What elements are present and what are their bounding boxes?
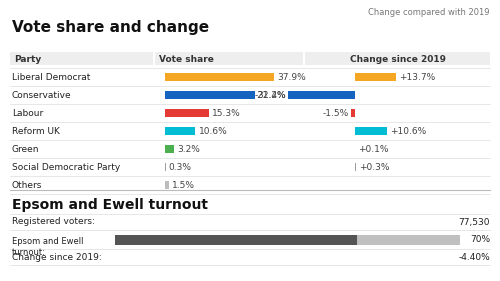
Text: Liberal Democrat: Liberal Democrat: [12, 72, 90, 81]
Text: -1.5%: -1.5%: [322, 108, 348, 117]
FancyBboxPatch shape: [155, 52, 303, 65]
Text: Reform UK: Reform UK: [12, 126, 60, 135]
FancyBboxPatch shape: [305, 52, 490, 65]
Text: 3.2%: 3.2%: [177, 144, 200, 153]
FancyBboxPatch shape: [165, 145, 174, 153]
Text: 10.6%: 10.6%: [198, 126, 227, 135]
Text: Green: Green: [12, 144, 40, 153]
Text: Epsom and Ewell turnout: Epsom and Ewell turnout: [12, 198, 208, 212]
FancyBboxPatch shape: [115, 235, 460, 245]
Text: Change since 2019: Change since 2019: [350, 55, 446, 64]
Text: Epsom and Ewell
turnout:: Epsom and Ewell turnout:: [12, 237, 84, 257]
FancyBboxPatch shape: [355, 127, 387, 135]
Text: 1.5%: 1.5%: [172, 180, 196, 189]
Text: 70%: 70%: [470, 235, 490, 244]
Text: Conservative: Conservative: [12, 90, 72, 99]
Text: Vote share: Vote share: [159, 55, 214, 64]
FancyBboxPatch shape: [165, 109, 209, 117]
Text: 15.3%: 15.3%: [212, 108, 240, 117]
FancyBboxPatch shape: [288, 91, 355, 99]
FancyBboxPatch shape: [350, 109, 355, 117]
Text: Social Democratic Party: Social Democratic Party: [12, 162, 120, 171]
Text: Labour: Labour: [12, 108, 44, 117]
FancyBboxPatch shape: [165, 181, 170, 189]
Text: Change since 2019:: Change since 2019:: [12, 253, 102, 262]
FancyBboxPatch shape: [115, 235, 356, 245]
FancyBboxPatch shape: [165, 163, 166, 171]
Text: +0.3%: +0.3%: [359, 162, 390, 171]
Text: Registered voters:: Registered voters:: [12, 217, 95, 226]
Text: +13.7%: +13.7%: [399, 72, 436, 81]
Text: -22.4%: -22.4%: [254, 90, 286, 99]
Text: -4.40%: -4.40%: [458, 253, 490, 262]
Text: 37.9%: 37.9%: [277, 72, 306, 81]
Text: Change compared with 2019: Change compared with 2019: [368, 8, 490, 17]
Text: +10.6%: +10.6%: [390, 126, 426, 135]
Text: +0.1%: +0.1%: [358, 144, 389, 153]
Text: Vote share and change: Vote share and change: [12, 20, 209, 35]
FancyBboxPatch shape: [165, 91, 254, 99]
Text: Party: Party: [14, 55, 41, 64]
FancyBboxPatch shape: [355, 73, 396, 81]
Text: 0.3%: 0.3%: [169, 162, 192, 171]
Text: 77,530: 77,530: [458, 217, 490, 226]
FancyBboxPatch shape: [165, 127, 196, 135]
FancyBboxPatch shape: [165, 73, 274, 81]
FancyBboxPatch shape: [355, 163, 356, 171]
Text: Others: Others: [12, 180, 42, 189]
FancyBboxPatch shape: [10, 52, 153, 65]
Text: 31.2%: 31.2%: [258, 90, 286, 99]
